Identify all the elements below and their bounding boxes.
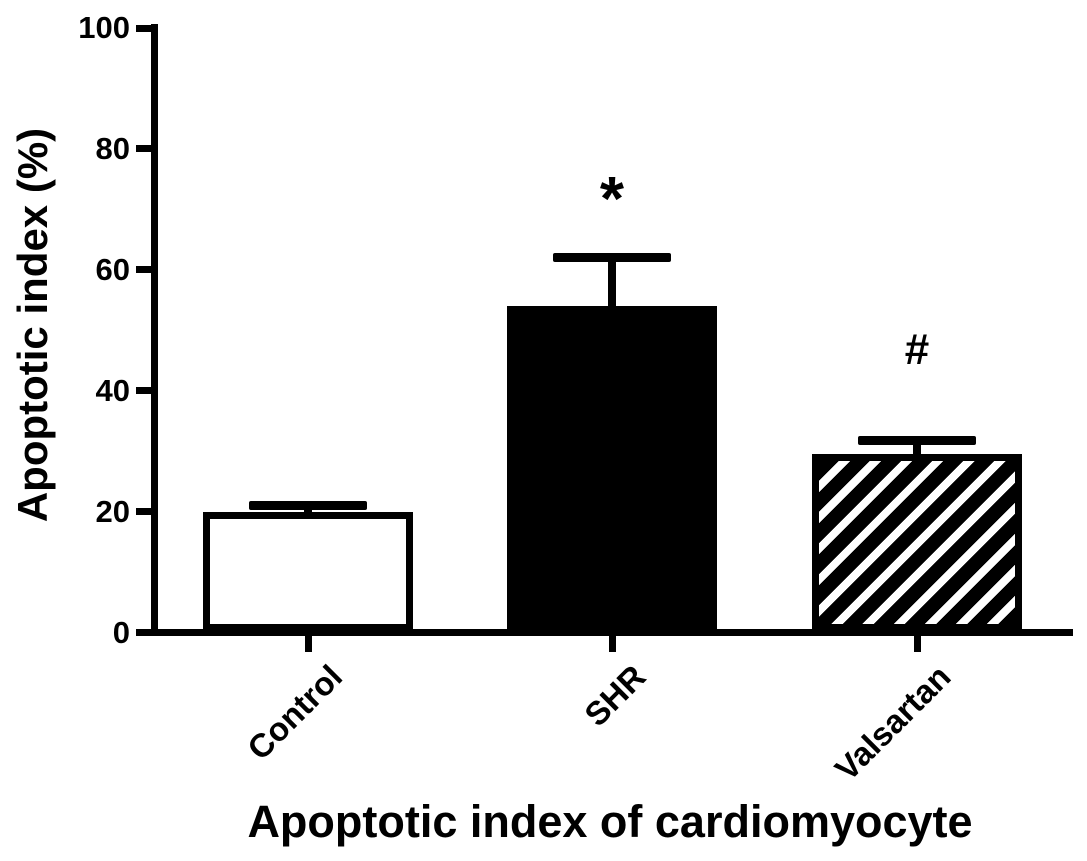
y-tick-mark	[136, 266, 152, 274]
x-category-label-control: Control	[239, 657, 349, 767]
chart-title: Apoptotic index of cardiomyocyte	[247, 796, 973, 847]
y-tick-label: 80	[95, 130, 130, 166]
y-tick-label: 20	[95, 493, 130, 529]
bar-shr	[507, 306, 717, 631]
y-tick-mark	[136, 387, 152, 395]
x-tick-mark	[608, 636, 616, 652]
y-tick-mark	[136, 24, 152, 32]
y-axis-title: Apoptotic index (%)	[9, 127, 56, 523]
error-bar-cap	[249, 501, 367, 511]
bar-control	[203, 511, 413, 631]
x-category-label-shr: SHR	[577, 657, 653, 734]
significance-marker: *	[599, 164, 625, 234]
y-tick-label: 40	[95, 372, 130, 408]
y-tick-mark	[136, 145, 152, 153]
y-tick-mark	[136, 508, 152, 516]
x-tick-mark	[913, 636, 921, 652]
y-tick-mark	[136, 629, 152, 636]
y-tick-label: 100	[78, 10, 130, 45]
error-bar-stem	[608, 257, 616, 307]
error-bar-cap	[858, 436, 976, 446]
error-bar-stem	[913, 440, 921, 455]
y-tick-label: 0	[112, 614, 130, 650]
bar-valsartan	[812, 454, 1022, 631]
y-tick-label: 60	[95, 251, 130, 287]
x-tick-mark	[304, 636, 312, 652]
x-axis-line	[137, 629, 1073, 636]
error-bar-cap	[553, 253, 671, 263]
y-axis-line	[151, 24, 158, 636]
x-category-label-valsartan: Valsartan	[827, 657, 958, 788]
significance-marker: #	[904, 324, 930, 374]
